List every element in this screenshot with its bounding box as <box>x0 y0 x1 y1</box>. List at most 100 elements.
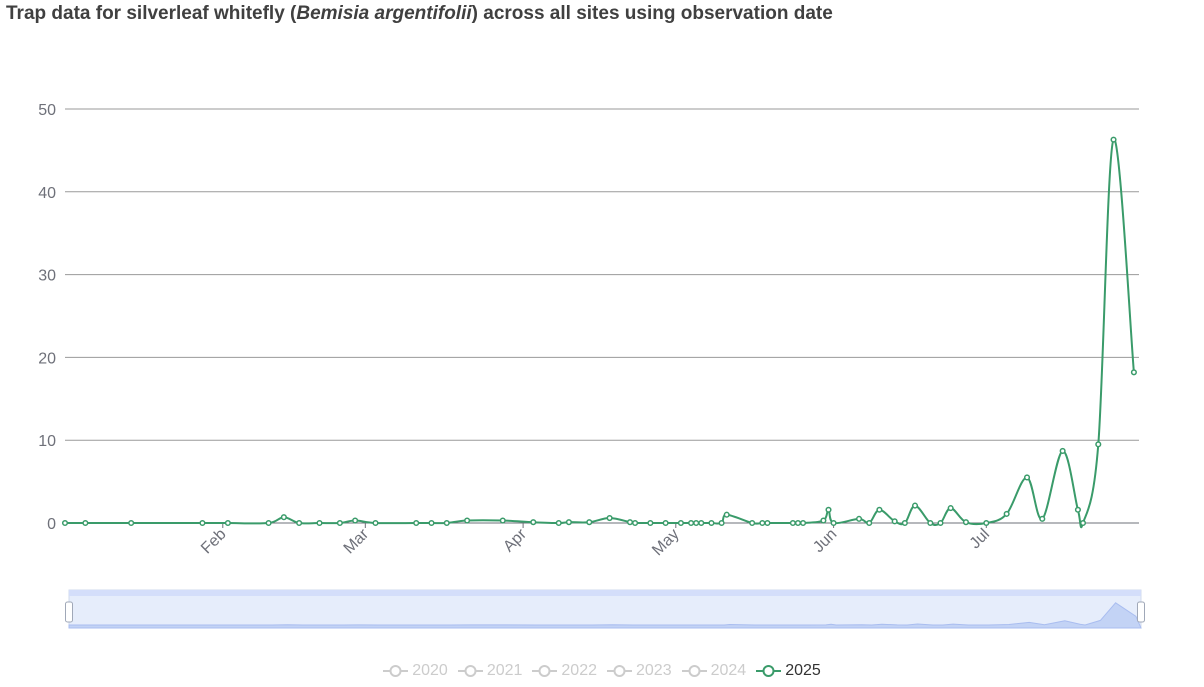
title-prefix: Trap data for silverleaf whitefly ( <box>6 3 297 24</box>
data-point[interactable] <box>61 519 69 527</box>
data-point[interactable] <box>708 519 715 527</box>
x-tick-label: May <box>649 526 682 559</box>
data-point[interactable] <box>794 519 802 527</box>
data-point[interactable] <box>632 519 639 527</box>
y-tick-label: 50 <box>38 102 56 119</box>
x-tick-label: Apr <box>500 525 530 555</box>
legend-marker-icon <box>681 665 707 677</box>
title-species: Bemisia argentifolii <box>296 3 472 24</box>
data-point[interactable] <box>855 515 863 522</box>
data-point[interactable] <box>586 519 593 526</box>
data-point[interactable] <box>830 519 837 527</box>
data-point[interactable] <box>413 519 420 527</box>
data-point[interactable] <box>891 518 898 525</box>
zoom-handle-left[interactable] <box>65 601 73 623</box>
legend-marker-icon <box>457 665 483 677</box>
data-point[interactable] <box>296 519 303 527</box>
data-point[interactable] <box>280 514 287 521</box>
legend-item-2020[interactable]: 2020 <box>383 662 448 680</box>
x-axis-labels: Feb Mar Apr May Jun Jul <box>198 523 993 559</box>
y-tick-label: 40 <box>38 185 56 202</box>
data-point[interactable] <box>983 519 990 527</box>
data-point[interactable] <box>800 519 807 527</box>
y-axis-labels: 0 10 20 30 40 50 <box>38 102 56 533</box>
legend-item-2024[interactable]: 2024 <box>681 662 747 680</box>
data-point[interactable] <box>937 519 944 527</box>
data-point[interactable] <box>336 519 343 527</box>
legend-label: 2025 <box>785 662 821 679</box>
data-point[interactable] <box>1110 136 1117 143</box>
data-point[interactable] <box>316 519 323 527</box>
legend-label: 2020 <box>412 662 448 679</box>
data-point[interactable] <box>1039 515 1046 522</box>
legend-item-2023[interactable]: 2023 <box>607 662 672 680</box>
y-tick-label: 20 <box>38 350 56 367</box>
legend-marker-icon <box>607 665 632 677</box>
data-point[interactable] <box>606 514 613 522</box>
x-tick-label: Jun <box>810 526 840 556</box>
data-point[interactable] <box>723 511 730 518</box>
legend-label: 2024 <box>710 662 747 679</box>
zoom-handle-right[interactable] <box>1137 601 1145 623</box>
series-line <box>64 138 1135 529</box>
data-zoom-slider[interactable] <box>65 589 1145 629</box>
data-point[interactable] <box>199 519 206 527</box>
legend-label: 2023 <box>636 662 672 679</box>
data-point[interactable] <box>128 519 135 527</box>
legend-label: 2022 <box>561 662 597 679</box>
data-point[interactable] <box>352 517 359 524</box>
data-point[interactable] <box>962 519 969 526</box>
data-point[interactable] <box>820 517 827 524</box>
data-point[interactable] <box>555 519 562 527</box>
data-point[interactable] <box>825 506 832 513</box>
data-point[interactable] <box>1095 441 1102 448</box>
data-point[interactable] <box>866 519 873 527</box>
legend-marker-icon <box>756 665 782 677</box>
data-point[interactable] <box>1023 474 1031 481</box>
data-point[interactable] <box>443 519 450 527</box>
data-point[interactable] <box>718 519 725 527</box>
data-point[interactable] <box>911 502 919 509</box>
zoom-drag-bar[interactable] <box>69 590 1141 596</box>
data-point[interactable] <box>688 519 695 527</box>
data-point[interactable] <box>901 519 908 527</box>
data-point[interactable] <box>764 519 771 527</box>
data-point[interactable] <box>662 519 669 527</box>
legend-marker-icon <box>383 665 409 677</box>
data-point[interactable] <box>947 505 954 512</box>
zoom-preview-area <box>68 602 1142 629</box>
data-point[interactable] <box>698 519 705 527</box>
legend-item-2021[interactable]: 2021 <box>457 662 522 680</box>
x-tick-label: Feb <box>198 526 230 558</box>
data-point[interactable] <box>927 519 934 527</box>
data-point[interactable] <box>1130 369 1137 376</box>
data-point[interactable] <box>464 517 471 524</box>
data-point[interactable] <box>428 519 435 527</box>
data-point[interactable] <box>1059 447 1066 455</box>
data-point[interactable] <box>82 519 89 527</box>
data-point[interactable] <box>759 519 766 527</box>
title-suffix: ) across all sites using observation dat… <box>471 3 833 24</box>
data-point[interactable] <box>693 519 700 527</box>
data-point[interactable] <box>647 519 654 527</box>
data-point[interactable] <box>876 506 883 513</box>
data-point[interactable] <box>749 519 756 527</box>
legend-item-2022[interactable]: 2022 <box>532 662 597 680</box>
data-point[interactable] <box>626 519 634 526</box>
data-point[interactable] <box>224 519 231 527</box>
data-point[interactable] <box>1074 506 1081 513</box>
chart-title: Trap data for silverleaf whitefly (Bemis… <box>6 3 833 25</box>
data-point[interactable] <box>565 519 572 526</box>
legend-item-2025[interactable]: 2025 <box>756 662 821 680</box>
data-point[interactable] <box>1079 519 1087 527</box>
data-point[interactable] <box>677 519 684 527</box>
data-point[interactable] <box>265 519 272 527</box>
data-point[interactable] <box>789 519 796 527</box>
data-point[interactable] <box>372 519 379 527</box>
data-point[interactable] <box>499 517 506 524</box>
data-point[interactable] <box>1003 510 1010 517</box>
series-2025 <box>61 136 1137 529</box>
data-point[interactable] <box>530 519 537 526</box>
legend-marker-icon <box>532 665 558 677</box>
legend: 2020 2021 2022 2023 2024 2025 <box>0 662 1204 683</box>
